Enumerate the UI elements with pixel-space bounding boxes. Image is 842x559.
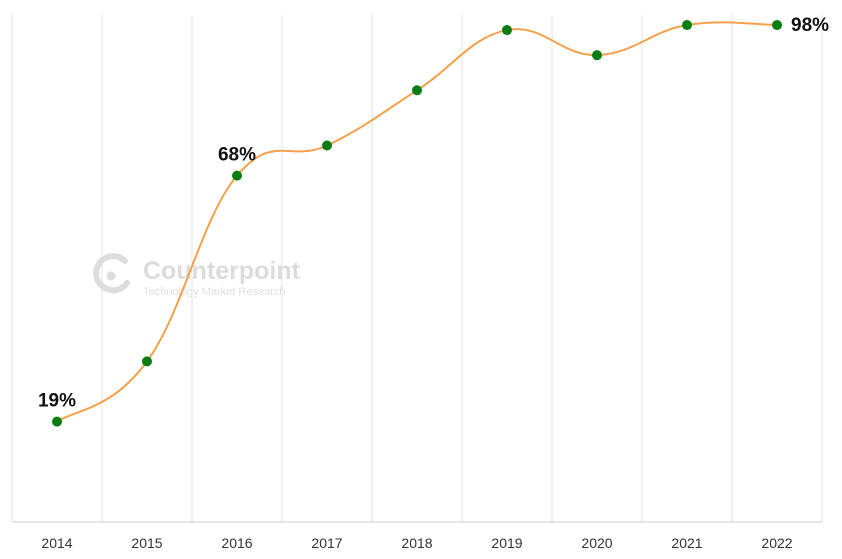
data-label-2022: 98% xyxy=(791,15,829,36)
x-axis: 2014 2015 2016 2017 2018 2019 2020 2021 2022 xyxy=(12,521,822,551)
data-point-2014 xyxy=(52,416,62,427)
watermark: Counterpoint Technology Market Research xyxy=(93,253,301,298)
vertical-gridlines xyxy=(11,15,823,522)
data-point-2021 xyxy=(682,20,692,31)
data-point-2018 xyxy=(412,85,422,96)
data-point-2016 xyxy=(232,170,242,181)
data-points xyxy=(52,20,782,427)
data-point-2019 xyxy=(502,25,512,36)
x-tick-label: 2015 xyxy=(131,535,162,551)
x-tick-label: 2018 xyxy=(401,535,432,551)
x-tick-label: 2017 xyxy=(311,535,342,551)
series-line-path xyxy=(56,21,778,423)
counterpoint-logo-icon xyxy=(93,253,130,294)
data-labels: 19% 68% 98% xyxy=(38,15,829,412)
watermark-tagline: Technology Market Research xyxy=(143,286,285,298)
x-tick-label: 2019 xyxy=(491,535,522,551)
x-tick-label: 2016 xyxy=(221,535,252,551)
series-line xyxy=(56,21,778,423)
data-label-2016: 68% xyxy=(218,145,256,166)
data-label-2014: 19% xyxy=(38,391,76,412)
data-point-2017 xyxy=(322,140,332,151)
x-tick-label: 2022 xyxy=(761,535,792,551)
data-point-2015 xyxy=(142,356,152,367)
data-point-2020 xyxy=(592,50,602,61)
watermark-name: Counterpoint xyxy=(143,257,301,285)
x-tick-label: 2020 xyxy=(581,535,612,551)
data-point-2022 xyxy=(772,20,782,31)
x-tick-label: 2021 xyxy=(671,535,702,551)
x-tick-label: 2014 xyxy=(41,535,72,551)
